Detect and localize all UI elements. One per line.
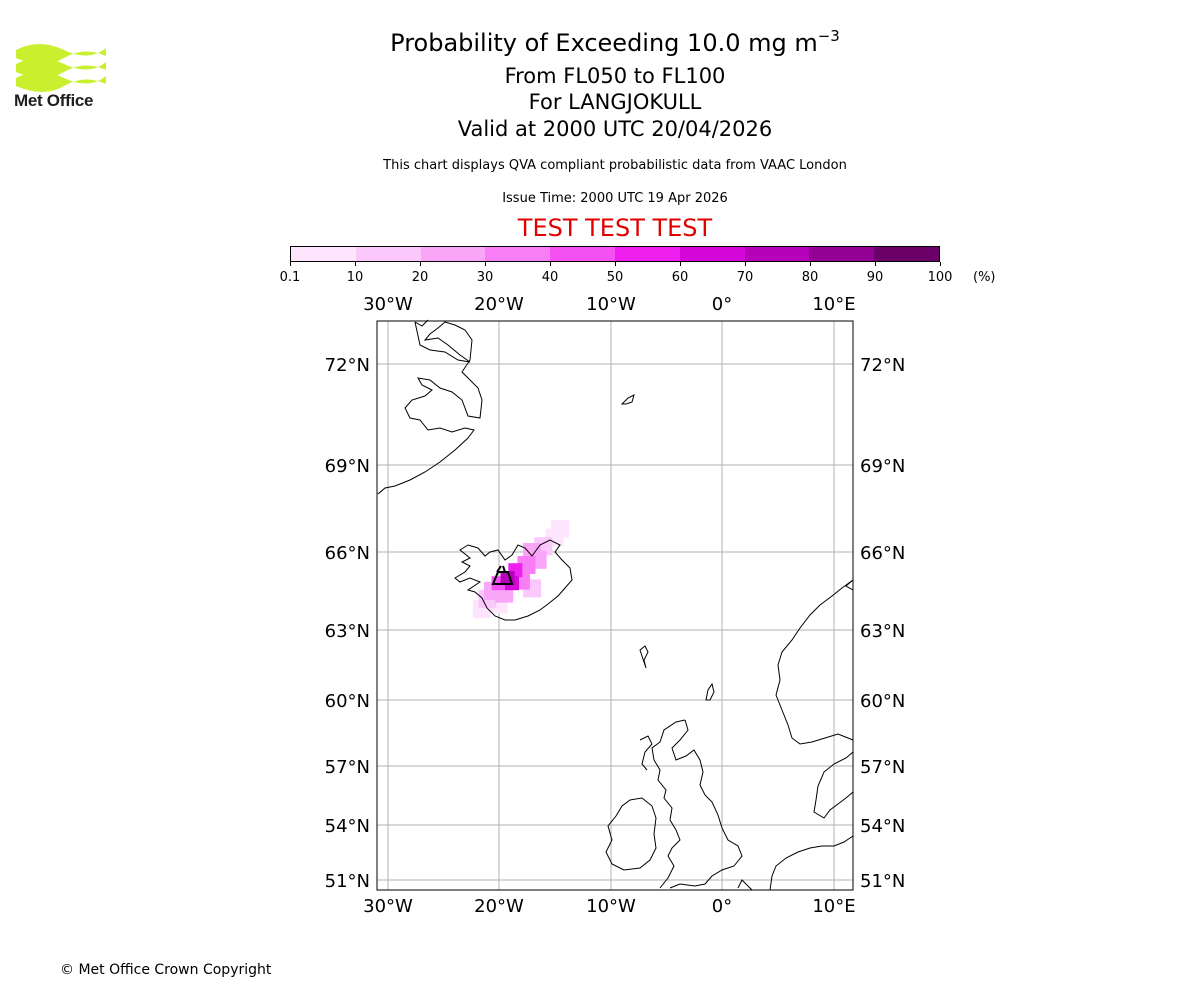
netherlands-coast bbox=[769, 835, 854, 891]
colorbar-tick bbox=[549, 262, 551, 266]
colorbar-segment bbox=[679, 247, 745, 261]
copyright: © Met Office Crown Copyright bbox=[60, 962, 272, 978]
colorbar-segment bbox=[614, 247, 680, 261]
colorbar-tick-label: 30 bbox=[476, 270, 494, 285]
longitude-label: 30°W bbox=[363, 294, 413, 315]
latitude-label-left: 51°N bbox=[325, 871, 370, 892]
colorbar-segment bbox=[420, 247, 486, 261]
colorbar-tick bbox=[679, 262, 681, 266]
latitude-label-left: 57°N bbox=[325, 757, 370, 778]
logo-text: Met Office bbox=[14, 91, 94, 110]
issue-time: Issue Time: 2000 UTC 19 Apr 2026 bbox=[502, 191, 728, 206]
britain-coast bbox=[669, 719, 743, 889]
colorbar-tick bbox=[484, 262, 486, 266]
longitude-label: 10°W bbox=[586, 294, 636, 315]
britain-west-coast bbox=[651, 719, 686, 889]
colorbar-tick bbox=[874, 262, 876, 266]
longitude-label: 0° bbox=[712, 896, 732, 917]
valid-time: Valid at 2000 UTC 20/04/2026 bbox=[457, 117, 773, 141]
colorbar-tick bbox=[744, 262, 746, 266]
norway-coast bbox=[775, 579, 854, 745]
colorbar-tick bbox=[809, 262, 811, 266]
iceland-coast bbox=[454, 539, 573, 621]
jan-mayen-coast bbox=[620, 394, 635, 405]
latitude-label-right: 60°N bbox=[860, 691, 905, 712]
colorbar bbox=[290, 246, 940, 262]
colorbar-tick-label: 80 bbox=[801, 270, 819, 285]
colorbar-tick-label: 100 bbox=[927, 270, 953, 285]
greenland-inlet bbox=[414, 319, 429, 327]
test-banner: TEST TEST TEST bbox=[517, 214, 713, 242]
colorbar-tick-label: 10 bbox=[346, 270, 364, 285]
latitude-label-right: 66°N bbox=[860, 543, 905, 564]
latitude-label-left: 69°N bbox=[325, 456, 370, 477]
colorbar-tick-label: 50 bbox=[606, 270, 624, 285]
colorbar-tick bbox=[419, 262, 421, 266]
france-coast bbox=[737, 879, 753, 891]
colorbar-tick-label: 40 bbox=[541, 270, 559, 285]
axis-labels: 30°W 30°W 20°W 20°W 10°W 10°W 0° 0° 10°E 10°E 72°N… bbox=[325, 294, 906, 917]
colorbar-segment bbox=[550, 247, 615, 261]
faroe-coast bbox=[639, 645, 649, 669]
greenland-coast bbox=[377, 321, 483, 495]
latitude-label-left: 54°N bbox=[325, 816, 370, 837]
longitude-label: 20°W bbox=[474, 294, 524, 315]
colorbar-segment bbox=[874, 247, 939, 261]
longitude-label: 20°W bbox=[474, 896, 524, 917]
longitude-label: 10°E bbox=[812, 896, 855, 917]
map-frame bbox=[376, 320, 854, 891]
chart-description: This chart displays QVA compliant probab… bbox=[383, 158, 847, 173]
coastlines bbox=[377, 319, 854, 891]
colorbar-tick bbox=[354, 262, 356, 266]
colorbar-segment bbox=[809, 247, 875, 261]
colorbar-tick bbox=[614, 262, 616, 266]
norway-fjord bbox=[845, 579, 854, 591]
latitude-label-left: 66°N bbox=[325, 543, 370, 564]
ash-plume bbox=[472, 519, 570, 619]
ireland-coast bbox=[605, 797, 657, 871]
volcano-name: For LANGJOKULL bbox=[528, 90, 702, 114]
longitude-label: 0° bbox=[712, 294, 732, 315]
met-office-logo-icon bbox=[16, 44, 106, 92]
longitude-label: 10°E bbox=[812, 294, 855, 315]
colorbar-segment bbox=[291, 247, 356, 261]
latitude-label-right: 54°N bbox=[860, 816, 905, 837]
colorbar-segment bbox=[744, 247, 810, 261]
hebrides-coast bbox=[639, 735, 653, 771]
colorbar-segment bbox=[485, 247, 551, 261]
colorbar-tick-label: 60 bbox=[671, 270, 689, 285]
latitude-label-left: 60°N bbox=[325, 691, 370, 712]
colorbar-unit: (%) bbox=[973, 270, 996, 285]
shetland-coast bbox=[705, 682, 715, 701]
longitude-label: 30°W bbox=[363, 896, 413, 917]
latitude-label-right: 69°N bbox=[860, 456, 905, 477]
latitude-label-right: 51°N bbox=[860, 871, 905, 892]
gridlines bbox=[377, 321, 853, 890]
denmark-coast bbox=[813, 751, 854, 819]
colorbar-segment bbox=[355, 247, 421, 261]
colorbar-tick-label: 70 bbox=[736, 270, 754, 285]
colorbar-tick bbox=[289, 262, 291, 266]
latitude-label-left: 72°N bbox=[325, 355, 370, 376]
longitude-label: 10°W bbox=[586, 896, 636, 917]
latitude-label-right: 63°N bbox=[860, 621, 905, 642]
volcano-marker-icon bbox=[491, 565, 514, 585]
chart-title: Probability of Exceeding 10.0 mg m−3 bbox=[390, 27, 840, 57]
latitude-label-left: 63°N bbox=[325, 621, 370, 642]
latitude-label-right: 72°N bbox=[860, 355, 905, 376]
flight-levels: From FL050 to FL100 bbox=[504, 64, 726, 88]
colorbar-tick-label: 90 bbox=[866, 270, 884, 285]
latitude-label-right: 57°N bbox=[860, 757, 905, 778]
colorbar-tick-label: 20 bbox=[411, 270, 429, 285]
colorbar-tick bbox=[939, 262, 941, 266]
colorbar-tick-label: 0.1 bbox=[279, 270, 301, 285]
